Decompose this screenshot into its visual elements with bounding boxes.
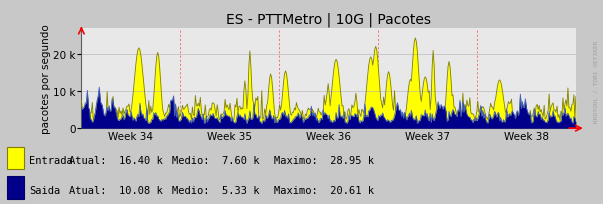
Text: Atual:  16.40 k: Atual: 16.40 k [69,155,163,165]
Text: Medio:  5.33 k: Medio: 5.33 k [172,185,259,195]
Text: Saida: Saida [29,185,60,195]
Text: Atual:  10.08 k: Atual: 10.08 k [69,185,163,195]
Y-axis label: pacotes por segundo: pacotes por segundo [40,24,51,133]
Title: ES - PTTMetro | 10G | Pacotes: ES - PTTMetro | 10G | Pacotes [226,12,431,27]
Text: Entrada: Entrada [29,155,73,165]
Text: Maximo:  20.61 k: Maximo: 20.61 k [274,185,374,195]
Text: RRDTOOL / TOBI OETIKER: RRDTOOL / TOBI OETIKER [594,41,599,123]
Text: Medio:  7.60 k: Medio: 7.60 k [172,155,259,165]
Text: Maximo:  28.95 k: Maximo: 28.95 k [274,155,374,165]
